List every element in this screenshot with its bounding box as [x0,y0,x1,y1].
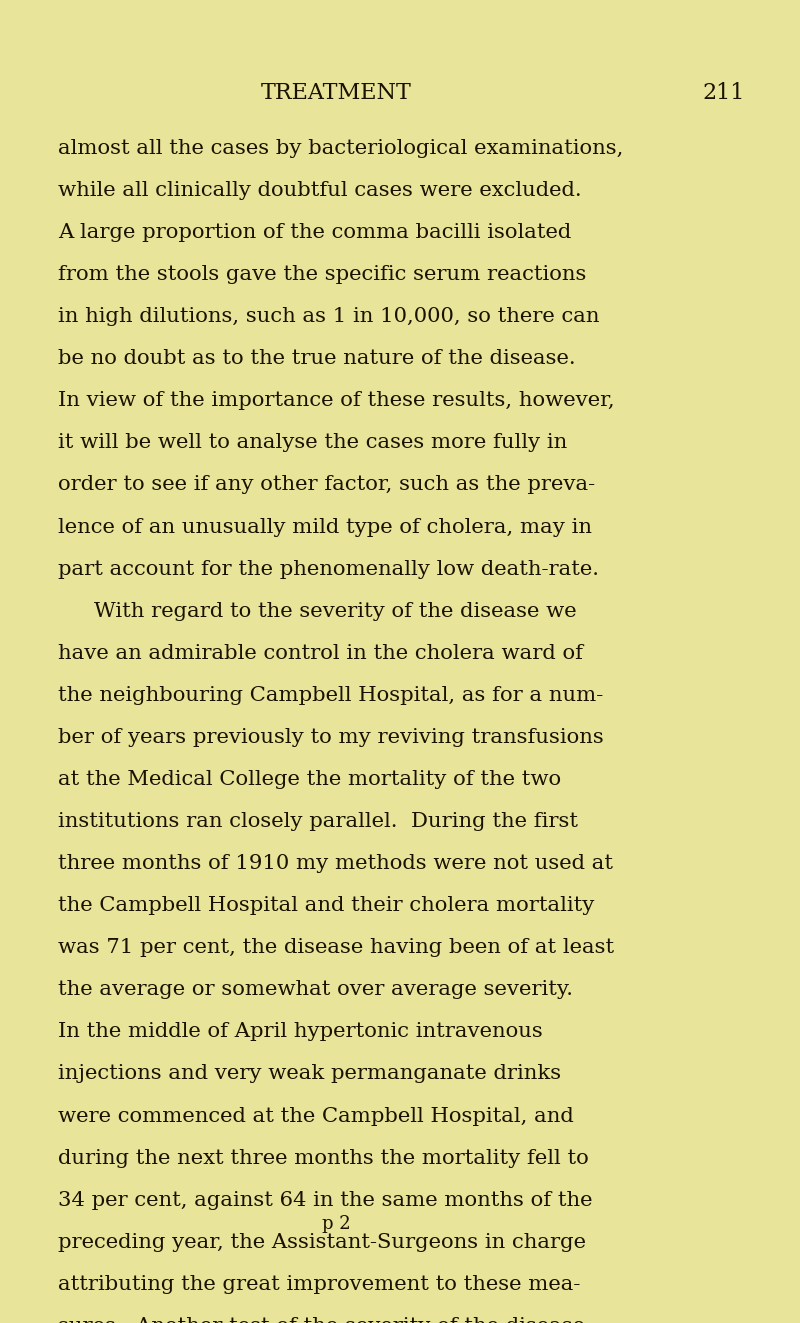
Text: ber of years previously to my reviving transfusions: ber of years previously to my reviving t… [58,728,604,747]
Text: the average or somewhat over average severity.: the average or somewhat over average sev… [58,980,574,999]
Text: it will be well to analyse the cases more fully in: it will be well to analyse the cases mor… [58,434,568,452]
Text: part account for the phenomenally low death-rate.: part account for the phenomenally low de… [58,560,599,578]
Text: 211: 211 [703,82,745,105]
Text: institutions ran closely parallel.  During the first: institutions ran closely parallel. Durin… [58,812,578,831]
Text: the Campbell Hospital and their cholera mortality: the Campbell Hospital and their cholera … [58,896,594,916]
Text: in high dilutions, such as 1 in 10,000, so there can: in high dilutions, such as 1 in 10,000, … [58,307,600,327]
Text: during the next three months the mortality fell to: during the next three months the mortali… [58,1148,589,1168]
Text: p 2: p 2 [322,1215,350,1233]
Text: from the stools gave the specific serum reactions: from the stools gave the specific serum … [58,265,586,284]
Text: the neighbouring Campbell Hospital, as for a num-: the neighbouring Campbell Hospital, as f… [58,685,604,705]
Text: lence of an unusually mild type of cholera, may in: lence of an unusually mild type of chole… [58,517,592,537]
Text: while all clinically doubtful cases were excluded.: while all clinically doubtful cases were… [58,181,582,200]
Text: almost all the cases by bacteriological examinations,: almost all the cases by bacteriological … [58,139,624,157]
Text: be no doubt as to the true nature of the disease.: be no doubt as to the true nature of the… [58,349,576,368]
Text: In the middle of April hypertonic intravenous: In the middle of April hypertonic intrav… [58,1023,543,1041]
Text: A large proportion of the comma bacilli isolated: A large proportion of the comma bacilli … [58,224,572,242]
Text: attributing the great improvement to these mea-: attributing the great improvement to the… [58,1275,581,1294]
Text: injections and very weak permanganate drinks: injections and very weak permanganate dr… [58,1065,562,1084]
Text: preceding year, the Assistant-Surgeons in charge: preceding year, the Assistant-Surgeons i… [58,1233,586,1252]
Text: In view of the importance of these results, however,: In view of the importance of these resul… [58,392,615,410]
Text: With regard to the severity of the disease we: With regard to the severity of the disea… [94,602,577,620]
Text: 34 per cent, against 64 in the same months of the: 34 per cent, against 64 in the same mont… [58,1191,593,1209]
Text: sures.  Another test of the severity of the disease: sures. Another test of the severity of t… [58,1316,586,1323]
Text: three months of 1910 my methods were not used at: three months of 1910 my methods were not… [58,855,614,873]
Text: order to see if any other factor, such as the preva-: order to see if any other factor, such a… [58,475,595,495]
Text: at the Medical College the mortality of the two: at the Medical College the mortality of … [58,770,562,789]
Text: were commenced at the Campbell Hospital, and: were commenced at the Campbell Hospital,… [58,1106,574,1126]
Text: was 71 per cent, the disease having been of at least: was 71 per cent, the disease having been… [58,938,614,958]
Text: TREATMENT: TREATMENT [261,82,411,105]
Text: have an admirable control in the cholera ward of: have an admirable control in the cholera… [58,644,583,663]
